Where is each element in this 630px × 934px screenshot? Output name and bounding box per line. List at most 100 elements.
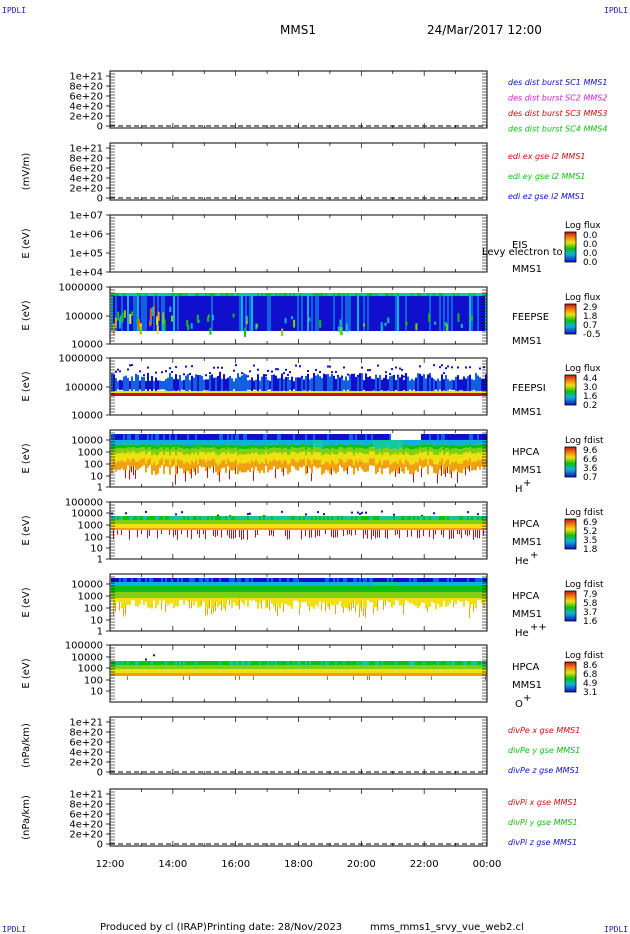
spectrogram-cell [333,582,335,586]
spectrogram-cell [217,592,219,598]
spectrogram-cell [271,592,273,598]
spectrogram-cell [289,379,291,391]
spectrogram-cell [355,578,357,582]
spectrogram-cell [255,444,257,448]
spectrogram-cell [401,293,403,296]
spectrogram-cell [317,516,319,520]
spectrogram-cell [235,516,237,520]
spectrogram-cell [365,524,367,528]
spectrogram-cell [377,296,379,331]
spectrogram-cell [423,293,425,296]
spectrogram-cell [479,524,481,528]
spectrogram-cell [187,393,189,396]
spectrogram-cell [195,440,197,445]
spectrogram-cell [127,528,129,530]
spectrogram-cell [279,296,281,331]
spectrogram-cell [363,440,365,446]
spectrogram-cell [347,669,349,673]
spectrogram-cell [183,598,185,605]
spectrogram-cell [211,669,213,673]
spectrogram-cell [345,376,347,393]
spectrogram-cell [145,381,147,390]
spectrogram-cell [431,377,433,392]
spectrogram-cell [271,393,273,396]
spectrogram-cell [423,578,425,582]
spectrogram-cell [269,582,271,586]
spectrogram-cell [153,654,155,657]
spectrogram-cell [323,393,325,396]
spectrogram-cell [183,445,185,450]
spectrogram-cell [131,661,133,665]
spectrogram-cell [241,592,243,598]
spectrogram-cell [409,669,411,673]
spectrogram-cell [303,524,305,528]
spectrogram-cell [209,528,211,530]
spectrogram-cell [371,293,373,296]
spectrogram-cell [301,393,303,396]
spectrogram-cell [191,586,193,592]
spectrogram-cell [311,293,313,296]
spectrogram-cell [245,661,247,665]
spectrogram-cell [247,665,249,669]
spectrogram-cell [151,586,153,592]
spectrogram-cell [323,673,325,676]
spectrogram-cell [255,528,257,530]
spectrogram-cell [221,460,223,469]
spectrogram-cell [267,661,269,665]
spectrogram-cell [205,592,207,598]
spectrogram-cell [435,520,437,524]
spectrogram-cell [161,665,163,669]
spectrogram-cell [359,582,361,586]
spectrogram-cell [121,528,123,530]
spectrogram-cell [125,516,127,520]
spectrogram-cell [313,293,315,296]
spectrogram-cell [367,528,369,530]
spectrogram-cell [183,661,185,665]
spectrogram-cell [309,434,311,442]
spectrogram-cell [115,440,117,446]
spectrogram-cell [205,374,207,377]
spectrogram-cell [457,661,459,665]
spectrogram-cell [461,528,463,530]
spectrogram-cell [129,673,131,676]
spectrogram-cell [391,516,393,520]
spectrogram-cell [189,440,191,446]
spectrogram-cell [253,661,255,665]
spectrogram-cell [205,665,207,669]
des-dist-legend-entry: des dist burst SC4 MMS4 [508,125,607,134]
spectrogram-cell [411,586,413,592]
spectrogram-cell [191,528,193,530]
spectrogram-cell [369,582,371,586]
spectrogram-cell [437,449,439,456]
spectrogram-cell [437,378,439,391]
spectrogram-cell [225,516,227,520]
spectrogram-cell [435,434,437,442]
spectrogram-cell [393,513,395,516]
spectrogram-cell [341,586,343,592]
spectrogram-cell [449,434,451,442]
spectrogram-cell [341,375,343,378]
spectrogram-cell [441,669,443,673]
spectrogram-cell [429,598,431,608]
spectrogram-cell [409,528,411,530]
spectrogram-cell [413,665,415,669]
spectrogram-cell [389,372,391,375]
spectrogram-cell [251,293,253,296]
spectrogram-cell [223,665,225,669]
spectrogram-cell [377,661,379,665]
spectrogram-cell [113,452,115,461]
spectrogram-cell [193,293,195,296]
spectrogram-cell [211,451,213,460]
spectrogram-cell [465,391,467,393]
spectrogram-cell [341,516,343,520]
spectrogram-cell [359,444,361,448]
spectrogram-cell [347,434,349,442]
spectrogram-cell [147,665,149,669]
spectrogram-cell [205,578,207,582]
spectrogram-cell [401,391,403,393]
spectrogram-cell [453,661,455,665]
spectrogram-cell [339,296,341,331]
spectrogram-cell [307,391,309,393]
spectrogram-cell [115,673,117,676]
spectrogram-cell [361,393,363,396]
